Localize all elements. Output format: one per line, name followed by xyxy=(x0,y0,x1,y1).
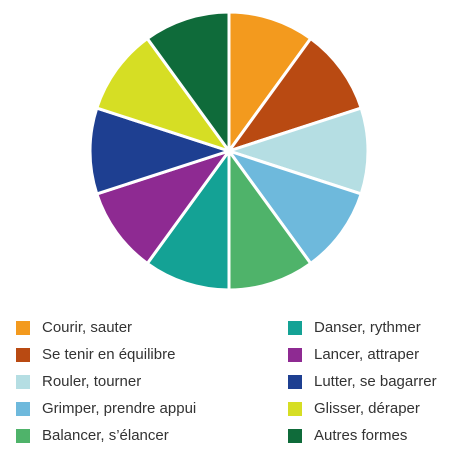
legend-swatch xyxy=(288,375,302,389)
legend-label: Balancer, s’élancer xyxy=(42,427,169,444)
legend-item: Lancer, attraper xyxy=(288,344,419,366)
legend-label: Courir, sauter xyxy=(42,319,133,336)
legend-item: Se tenir en équilibre xyxy=(16,344,175,366)
legend-item: Balancer, s’élancer xyxy=(16,425,169,447)
legend-item: Glisser, déraper xyxy=(288,398,420,420)
legend-swatch xyxy=(288,429,302,443)
pie-slice-6 xyxy=(145,149,231,292)
legend-label: Rouler, tourner xyxy=(42,373,142,390)
pie-slice-10 xyxy=(145,10,231,153)
legend-label: Autres formes xyxy=(314,427,408,444)
legend-swatch xyxy=(288,321,302,335)
pie-slice-3 xyxy=(227,106,370,196)
legend-item: Courir, sauter xyxy=(16,317,132,339)
legend-label: Se tenir en équilibre xyxy=(42,346,176,363)
pie-slice-9 xyxy=(95,37,231,153)
legend-item: Rouler, tourner xyxy=(16,371,141,393)
legend-label: Glisser, déraper xyxy=(314,400,420,417)
legend-label: Danser, rythmer xyxy=(314,319,421,336)
legend-item: Autres formes xyxy=(288,425,407,447)
pie-chart-svg xyxy=(88,10,370,292)
legend-label: Grimper, prendre appui xyxy=(42,400,197,417)
legend-swatch xyxy=(288,348,302,362)
legend-swatch xyxy=(16,348,30,362)
legend-swatch xyxy=(16,375,30,389)
legend-item: Grimper, prendre appui xyxy=(16,398,196,420)
pie-slice-5 xyxy=(227,149,313,292)
pie-slice-4 xyxy=(227,149,363,265)
legend-swatch xyxy=(16,321,30,335)
legend-swatch xyxy=(16,429,30,443)
legend-item: Danser, rythmer xyxy=(288,317,421,339)
pie-slice-1 xyxy=(227,10,313,153)
legend-swatch xyxy=(288,402,302,416)
legend-label: Lancer, attraper xyxy=(314,346,420,363)
legend-item: Lutter, se bagarrer xyxy=(288,371,437,393)
pie-slice-2 xyxy=(227,37,363,153)
legend-label: Lutter, se bagarrer xyxy=(314,373,437,390)
pie-slice-7 xyxy=(95,149,231,265)
legend-swatch xyxy=(16,402,30,416)
pie-slice-8 xyxy=(88,106,231,196)
